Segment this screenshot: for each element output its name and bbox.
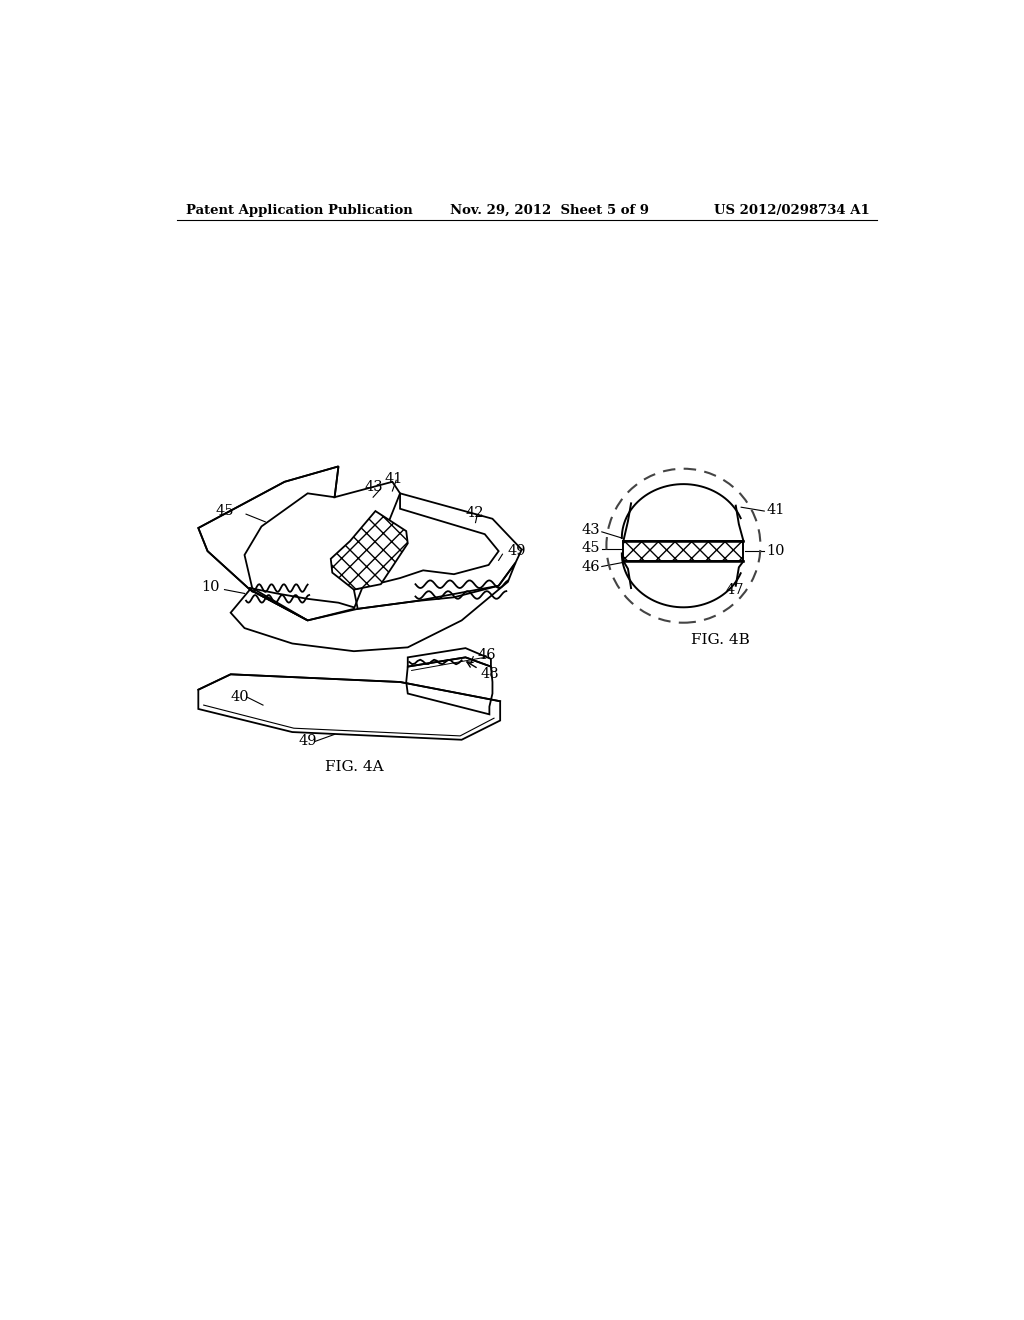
Polygon shape xyxy=(331,511,408,590)
Text: US 2012/0298734 A1: US 2012/0298734 A1 xyxy=(714,205,869,218)
Text: 46: 46 xyxy=(477,648,496,663)
Text: 45: 45 xyxy=(215,504,233,517)
Text: 42: 42 xyxy=(466,506,484,520)
Text: 10: 10 xyxy=(767,544,785,558)
Text: 47: 47 xyxy=(726,583,744,598)
Text: 40: 40 xyxy=(230,690,249,705)
Text: 10: 10 xyxy=(202,581,220,594)
Text: Nov. 29, 2012  Sheet 5 of 9: Nov. 29, 2012 Sheet 5 of 9 xyxy=(451,205,649,218)
Text: 45: 45 xyxy=(582,541,600,554)
Text: Patent Application Publication: Patent Application Publication xyxy=(186,205,413,218)
Text: 49: 49 xyxy=(508,544,526,558)
Text: 48: 48 xyxy=(481,668,500,681)
Text: 49: 49 xyxy=(298,734,316,748)
Text: 43: 43 xyxy=(582,523,600,537)
Text: 41: 41 xyxy=(385,471,403,486)
Text: 46: 46 xyxy=(582,560,600,574)
Text: 43: 43 xyxy=(365,480,383,494)
Text: 41: 41 xyxy=(767,503,785,516)
Text: FIG. 4A: FIG. 4A xyxy=(325,760,383,774)
Text: FIG. 4B: FIG. 4B xyxy=(691,632,750,647)
Bar xyxy=(624,541,743,561)
